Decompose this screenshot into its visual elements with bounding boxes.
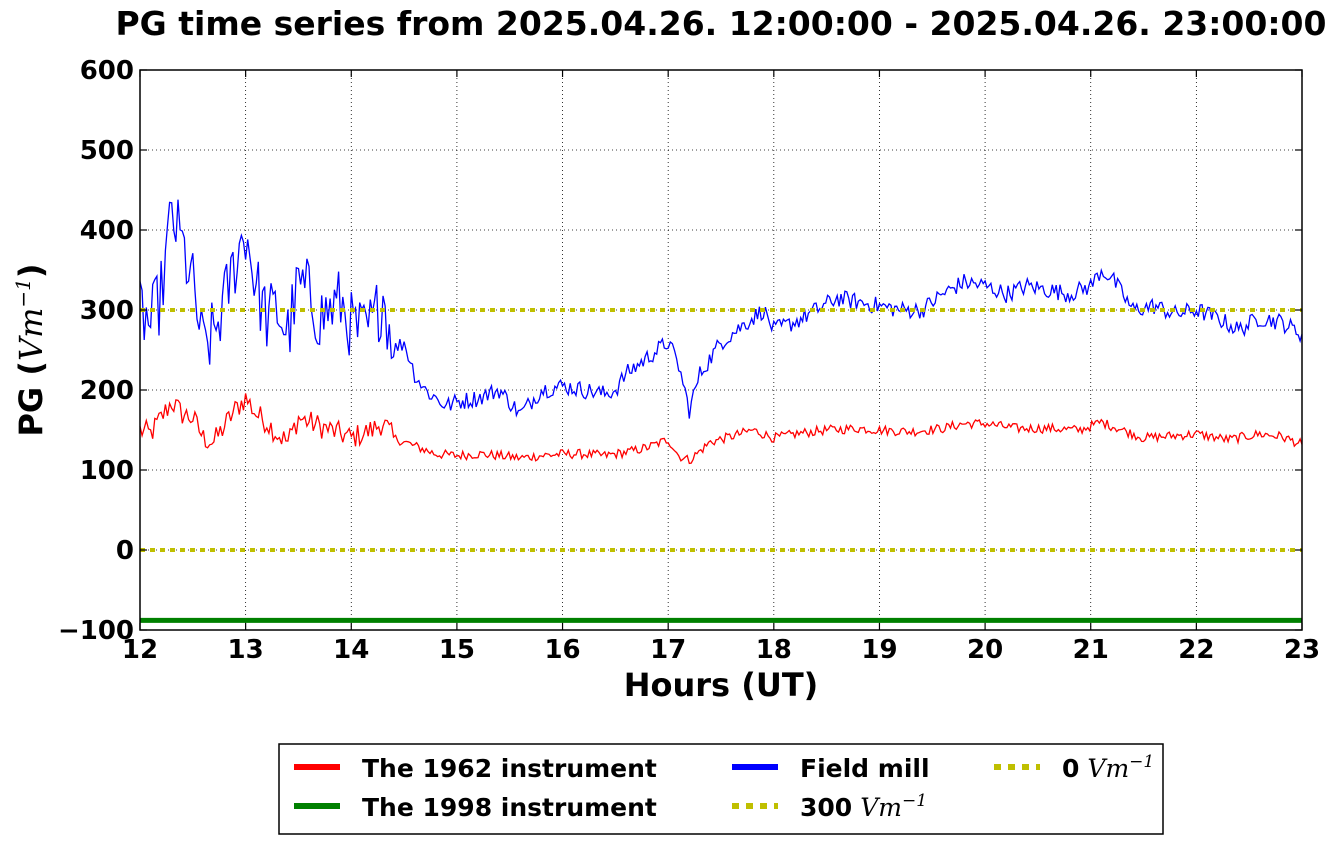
x-tick-label: 20 xyxy=(967,635,1003,665)
x-tick-label: 17 xyxy=(650,635,686,665)
y-axis-label-exp: −1 xyxy=(11,278,35,307)
legend-label-field-mill: Field mill xyxy=(800,754,930,783)
y-tick-label: 500 xyxy=(80,136,134,166)
y-tick-label: 300 xyxy=(80,296,134,326)
legend-300-value: 300 xyxy=(800,793,852,822)
legend-0-exp: −1 xyxy=(1129,752,1154,772)
legend-0-value: 0 xyxy=(1062,754,1079,783)
x-tick-label: 12 xyxy=(122,635,158,665)
y-axis-label: PG (Vm−1) xyxy=(11,263,50,436)
x-tick-label: 19 xyxy=(861,635,897,665)
legend-0-unit: Vm xyxy=(1087,754,1129,783)
x-tick-label: 22 xyxy=(1178,635,1214,665)
x-tick-label: 15 xyxy=(439,635,475,665)
axis-ticks: 12 13 14 15 16 17 18 19 20 21 22 23 −100 0 100 200 300 40… xyxy=(58,56,1320,665)
y-tick-label: −100 xyxy=(58,616,134,646)
x-tick-label: 23 xyxy=(1284,635,1320,665)
x-tick-label: 13 xyxy=(228,635,264,665)
legend-label-0: 0 Vm−1 xyxy=(1062,752,1154,783)
grid-lines xyxy=(139,69,1303,631)
y-axis-label-close: ) xyxy=(12,263,50,278)
x-tick-label: 18 xyxy=(756,635,792,665)
y-axis-label-prefix: PG ( xyxy=(12,361,50,436)
y-tick-label: 200 xyxy=(80,376,134,406)
plot-frame xyxy=(139,69,1303,631)
series-line-0 xyxy=(139,393,1303,465)
x-tick-label: 16 xyxy=(544,635,580,665)
legend-label-1998: The 1998 instrument xyxy=(362,793,657,822)
x-axis-label: Hours (UT) xyxy=(624,666,819,704)
legend-300-exp: −1 xyxy=(902,791,927,811)
legend-300-unit: Vm xyxy=(860,793,902,822)
y-tick-label: 400 xyxy=(80,216,134,246)
y-tick-label: 100 xyxy=(80,456,134,486)
y-tick-label: 600 xyxy=(80,56,134,86)
legend: The 1962 instrument The 1998 instrument … xyxy=(278,743,1164,835)
y-axis-label-unit: Vm xyxy=(12,308,50,361)
legend-label-1962: The 1962 instrument xyxy=(362,754,657,783)
series-line-2 xyxy=(139,199,1303,419)
x-tick-label: 21 xyxy=(1073,635,1109,665)
y-tick-label: 0 xyxy=(116,536,134,566)
chart-title: PG time series from 2025.04.26. 12:00:00… xyxy=(116,4,1327,43)
plot-area xyxy=(139,199,1303,623)
x-tick-label: 14 xyxy=(333,635,369,665)
legend-box xyxy=(278,743,1164,835)
legend-label-300: 300 Vm−1 xyxy=(800,791,927,822)
